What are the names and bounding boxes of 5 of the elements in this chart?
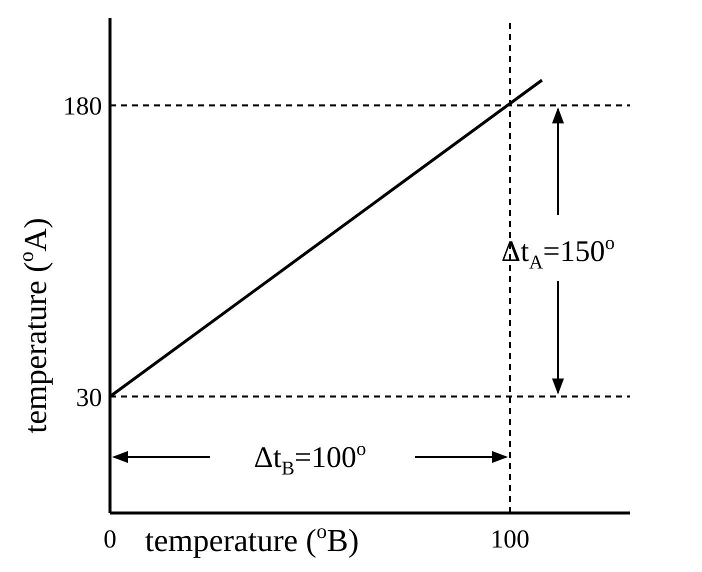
x-tick-label: 100 — [490, 524, 530, 554]
x-tick-label: 0 — [104, 524, 116, 554]
y-tick-label: 180 — [63, 92, 102, 121]
y-axis-title: temperature (oA) — [15, 218, 53, 434]
y-tick-label: 30 — [76, 382, 102, 412]
